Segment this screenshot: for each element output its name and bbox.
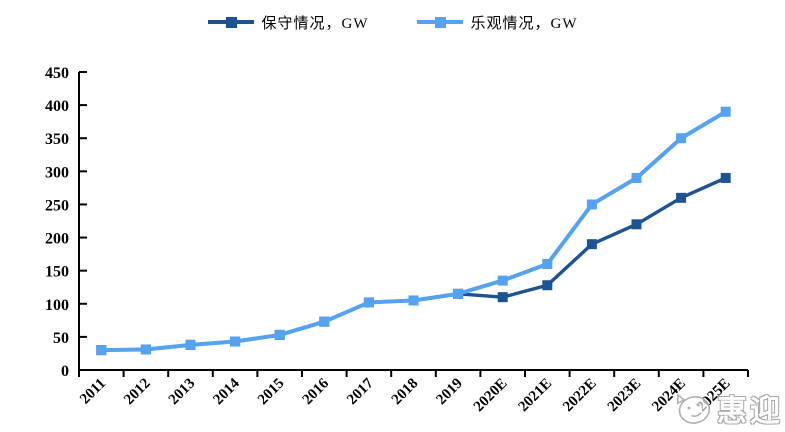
legend-square-optimistic [434, 17, 446, 28]
legend-label-conservative: 保守情况，GW [261, 16, 369, 32]
x-axis-tick-label: 2016 [300, 375, 333, 408]
y-axis-tick-label: 200 [45, 231, 69, 248]
x-axis-tick-label: 2018 [389, 376, 422, 409]
series-marker-1 [676, 133, 687, 144]
series-marker-1 [408, 295, 419, 306]
series-marker-0 [497, 292, 508, 303]
series-marker-1 [542, 259, 553, 270]
x-axis-tick-label: 2017 [344, 375, 377, 408]
y-axis-tick-label: 300 [45, 164, 69, 181]
series-marker-1 [586, 199, 597, 210]
y-axis-tick-label: 350 [45, 131, 69, 148]
x-axis-tick-label: 2024E [649, 376, 689, 416]
y-axis-tick-label: 50 [53, 330, 69, 347]
y-axis-tick-label: 100 [45, 297, 69, 314]
legend-label-optimistic: 乐观情况，GW [470, 16, 578, 32]
series-marker-1 [185, 339, 196, 350]
series-line-1 [99, 109, 728, 353]
series-line-0 [99, 176, 728, 352]
x-axis-tick-label: 2013 [166, 376, 199, 409]
x-axis-tick-label: 2020E [471, 376, 511, 416]
series-marker-1 [720, 106, 731, 117]
series-marker-1 [363, 297, 374, 308]
x-axis-tick-label: 2025E [694, 376, 734, 416]
x-axis-tick-label: 2014 [210, 375, 243, 408]
series-marker-0 [586, 239, 597, 250]
legend-marker-optimistic-icon [416, 17, 463, 28]
series-marker-1 [497, 275, 508, 286]
legend-marker-conservative-icon [207, 17, 254, 28]
y-axis-tick-label: 450 [45, 65, 69, 82]
x-axis-tick-label: 2012 [121, 376, 154, 409]
x-axis-tick-label: 2011 [77, 376, 109, 408]
series-marker-0 [720, 172, 731, 183]
series-marker-1 [96, 345, 107, 356]
chart-legend: 保守情况，GW 乐观情况，GW [0, 12, 785, 33]
y-axis-tick-label: 250 [45, 197, 69, 214]
y-axis-tick-label: 400 [45, 98, 69, 115]
series-marker-1 [140, 344, 151, 355]
x-axis-tick-label: 2021E [516, 376, 556, 416]
x-axis-tick-label: 2023E [605, 376, 645, 416]
legend-square-conservative [225, 17, 237, 28]
series-marker-1 [230, 336, 241, 347]
legend-item-conservative: 保守情况，GW [207, 12, 369, 33]
series-marker-0 [631, 219, 642, 230]
x-axis-tick-label: 2015 [255, 376, 288, 409]
series-marker-0 [542, 280, 553, 291]
series-marker-0 [676, 192, 687, 203]
series-marker-1 [453, 288, 464, 299]
series-marker-1 [319, 316, 330, 327]
y-axis-tick-label: 0 [61, 363, 69, 380]
y-axis-tick-label: 150 [45, 264, 69, 281]
legend-item-optimistic: 乐观情况，GW [416, 12, 578, 33]
x-axis-tick-label: 2022E [560, 376, 600, 416]
x-axis-tick-label: 2019 [433, 376, 466, 409]
series-marker-1 [274, 329, 285, 340]
series-marker-1 [631, 172, 642, 183]
